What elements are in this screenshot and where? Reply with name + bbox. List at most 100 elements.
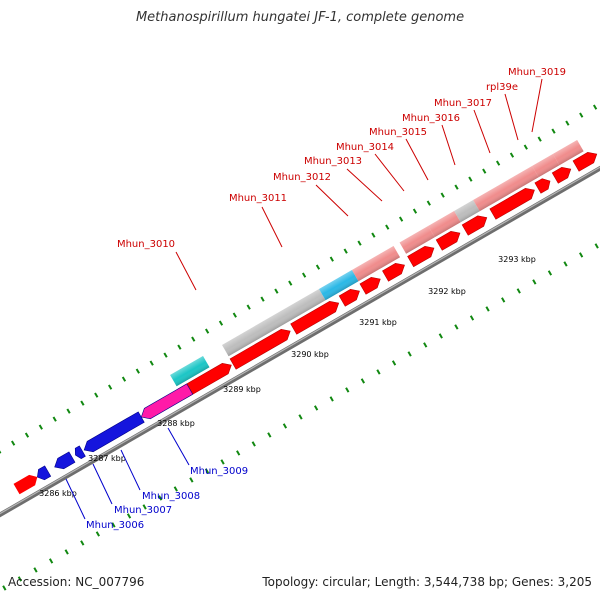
gene-label-mhun_3017[interactable]: Mhun_3017 — [434, 98, 492, 109]
gene-label-mhun_3008[interactable]: Mhun_3008 — [142, 491, 200, 502]
genome-backbone — [0, 119, 600, 544]
gene-label-mhun_3019[interactable]: Mhun_3019 — [508, 67, 566, 78]
tick-upper — [24, 432, 30, 438]
gene-arrow-forward — [534, 178, 551, 194]
tick-upper — [412, 208, 418, 214]
genome-backbone-highlight — [0, 119, 600, 541]
tick-lower — [360, 378, 365, 384]
gene-label-leader — [92, 463, 113, 505]
tick-upper — [274, 288, 279, 294]
tick-lower — [298, 414, 303, 420]
gene-label-mhun_3010[interactable]: Mhun_3010 — [117, 239, 175, 250]
gene-label-mhun_3009[interactable]: Mhun_3009 — [190, 466, 248, 477]
scale-label: 3293 kbp — [498, 255, 536, 264]
gene-arrow-reverse — [140, 383, 194, 420]
gene-arrow-forward — [359, 277, 381, 295]
tick-lower — [126, 513, 132, 519]
scale-label: 3290 kbp — [291, 350, 329, 359]
tick-lower — [345, 387, 350, 393]
gene-bar-shade — [399, 226, 435, 254]
tick-upper — [371, 232, 376, 238]
genome-rotated-group — [0, 104, 600, 591]
gene-label-mhun_3007[interactable]: Mhun_3007 — [114, 505, 172, 516]
tick-lower — [48, 558, 54, 564]
tick-upper — [163, 352, 168, 358]
gene-arrow-forward — [338, 289, 360, 307]
tick-upper — [204, 328, 210, 334]
gene-label-leader — [346, 168, 383, 202]
gene-arrow-reverse — [54, 451, 76, 470]
tick-marks — [0, 104, 599, 591]
tick-upper — [468, 176, 473, 182]
gene-label-rpl39e[interactable]: rpl39e — [486, 82, 518, 93]
tick-lower — [516, 288, 521, 294]
tick-upper — [288, 280, 293, 286]
gene-label-leader — [65, 478, 86, 520]
tick-lower — [469, 315, 475, 321]
tick-upper — [592, 104, 598, 110]
tick-lower — [251, 441, 256, 447]
tick-upper — [80, 400, 85, 406]
tick-lower — [173, 486, 178, 492]
gene-label-mhun_3015[interactable]: Mhun_3015 — [369, 127, 427, 138]
tick-upper — [0, 448, 2, 454]
gene-bar-shade — [454, 200, 480, 223]
gene-label-leader — [120, 449, 141, 491]
gene-label-leader — [405, 138, 429, 181]
gene-label-leader — [504, 93, 519, 141]
tick-upper — [301, 272, 307, 278]
tick-upper — [149, 360, 154, 366]
gene-arrow-forward — [435, 231, 461, 251]
tick-upper — [537, 136, 542, 142]
tick-upper — [38, 424, 43, 430]
tick-upper — [177, 344, 182, 350]
gene-bar-shade — [351, 246, 401, 282]
tick-lower — [438, 333, 443, 339]
gene-arrow-forward — [572, 152, 598, 172]
map-title: Methanospirillum hungatei JF-1, complete… — [135, 10, 465, 25]
tick-upper — [565, 120, 570, 126]
gene-label-leader — [167, 427, 190, 466]
gene-label-leader — [374, 153, 405, 192]
gene-bar-shade — [319, 270, 359, 301]
accession-text: Accession: NC_007796 — [8, 575, 145, 589]
gene-arrow-forward — [290, 301, 340, 335]
tick-lower — [236, 450, 241, 456]
tick-lower — [594, 243, 599, 249]
tick-upper — [135, 368, 140, 374]
gene-bar-shade — [552, 140, 584, 166]
tick-lower — [313, 405, 319, 411]
tick-upper — [121, 376, 127, 382]
tick-lower — [423, 342, 428, 348]
tick-upper — [579, 112, 584, 118]
gene-label-mhun_3014[interactable]: Mhun_3014 — [336, 142, 394, 153]
tick-upper — [482, 168, 487, 174]
gene-label-mhun_3016[interactable]: Mhun_3016 — [402, 113, 460, 124]
tick-lower — [282, 423, 288, 429]
gene-label-mhun_3013[interactable]: Mhun_3013 — [304, 156, 362, 167]
tick-lower — [33, 567, 38, 573]
gene-bar-shade — [428, 211, 461, 238]
tick-upper — [329, 256, 334, 262]
gene-label-mhun_3011[interactable]: Mhun_3011 — [229, 193, 287, 204]
tick-upper — [94, 392, 99, 398]
gene-arrow-forward — [13, 474, 38, 495]
gene-label-leader — [531, 78, 543, 133]
gene-label-leader — [315, 184, 349, 217]
tick-lower — [563, 261, 568, 267]
gene-bar-shade — [532, 154, 560, 178]
tick-lower — [64, 549, 69, 555]
tick-upper — [357, 240, 362, 246]
gene-label-mhun_3006[interactable]: Mhun_3006 — [86, 520, 144, 531]
scale-label: 3289 kbp — [223, 385, 261, 394]
tick-lower — [189, 477, 194, 483]
tick-upper — [246, 304, 251, 310]
tick-upper — [108, 384, 113, 390]
gene-label-mhun_3012[interactable]: Mhun_3012 — [273, 172, 331, 183]
tick-upper — [509, 152, 515, 158]
scale-label: 3291 kbp — [359, 318, 397, 327]
tick-upper — [398, 216, 404, 222]
scale-label: 3286 kbp — [39, 489, 77, 498]
tick-lower — [158, 495, 163, 501]
